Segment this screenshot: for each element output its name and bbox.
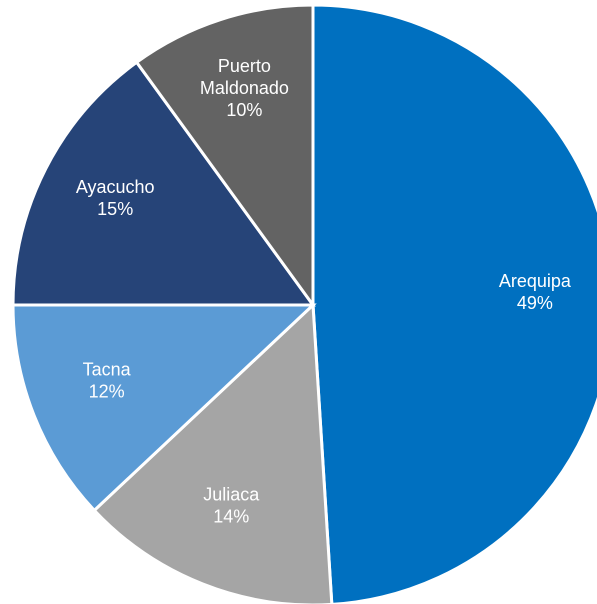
value-label: 10% <box>226 100 262 120</box>
pie-slice <box>311 3 597 604</box>
slice-label: Juliaca <box>203 484 260 504</box>
value-label: 15% <box>97 199 133 219</box>
slice-label: Puerto Maldonado <box>200 56 289 98</box>
label-line: Ayacucho <box>76 177 155 197</box>
pie-slice <box>11 303 317 513</box>
slice-label: Ayacucho <box>76 177 155 197</box>
slice-label: Arequipa <box>499 271 572 291</box>
label-line: Puerto <box>218 56 271 76</box>
value-label: 12% <box>89 382 125 402</box>
value-label: 49% <box>517 293 553 313</box>
pie-slice <box>11 60 316 307</box>
slice-label: Tacna <box>83 360 132 380</box>
label-line: Arequipa <box>499 271 572 291</box>
pie-slice <box>92 301 334 604</box>
value-label: 14% <box>213 506 249 526</box>
label-line: Maldonado <box>200 78 289 98</box>
label-line: Tacna <box>83 360 132 380</box>
label-line: Juliaca <box>203 484 260 504</box>
pie-slice <box>134 3 315 310</box>
